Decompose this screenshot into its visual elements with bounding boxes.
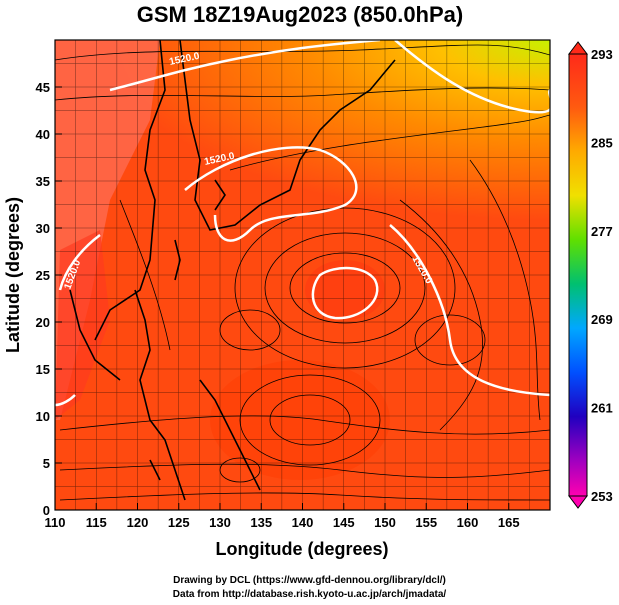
footer-drawing-credit: Drawing by DCL (https://www.gfd-dennou.o… xyxy=(173,575,446,586)
colorbar-tick-labels: 293 285 277 269 261 253 xyxy=(591,47,613,504)
x-tick-label: 145 xyxy=(333,515,355,530)
colorbar-tick-label: 277 xyxy=(591,224,613,239)
colorbar-top-arrow xyxy=(568,41,588,55)
grid-lines xyxy=(55,40,550,510)
x-tick-label: 110 xyxy=(45,515,66,530)
x-tick-label: 165 xyxy=(498,515,520,530)
y-tick-label: 20 xyxy=(36,315,50,330)
y-tick-label: 30 xyxy=(36,221,50,236)
x-axis-label: Longitude (degrees) xyxy=(215,539,388,559)
y-tick-label: 5 xyxy=(43,456,50,471)
streamlines xyxy=(55,44,550,501)
y-tick-label: 45 xyxy=(36,80,50,95)
x-tick-label: 120 xyxy=(127,515,149,530)
colorbar-tick-label: 269 xyxy=(591,312,613,327)
x-tick-label: 115 xyxy=(86,515,107,530)
y-tick-label: 35 xyxy=(36,174,50,189)
footer-data-source: Data from http://database.rish.kyoto-u.a… xyxy=(172,589,447,600)
x-tick-label: 135 xyxy=(250,515,272,530)
colorbar-bottom-arrow xyxy=(568,495,588,509)
y-tick-label: 40 xyxy=(36,127,50,142)
y-tick-label: 25 xyxy=(36,268,50,283)
x-tick-labels: 110 115 120 125 130 135 140 145 150 155 160 165 xyxy=(45,503,520,530)
x-tick-label: 130 xyxy=(209,515,231,530)
map-title: GSM 18Z19Aug2023 (850.0hPa) xyxy=(136,2,464,27)
y-tick-label: 10 xyxy=(36,409,50,424)
colorbar-tick-label: 261 xyxy=(591,401,613,416)
colorbar-tick-label: 253 xyxy=(591,489,613,504)
x-tick-label: 140 xyxy=(292,515,314,530)
colorbar-tick-label: 293 xyxy=(591,47,613,62)
y-axis-label: Latitude (degrees) xyxy=(3,197,23,353)
colorbar-scale xyxy=(568,53,588,497)
y-tick-labels: 0 5 10 15 20 25 30 35 40 45 xyxy=(36,80,62,518)
coastlines xyxy=(69,40,396,501)
colorbar: 293 285 277 269 261 253 xyxy=(568,41,613,509)
colorbar-tick-label: 285 xyxy=(591,135,613,150)
y-tick-label: 0 xyxy=(43,503,50,518)
x-tick-label: 125 xyxy=(168,515,190,530)
x-tick-label: 160 xyxy=(457,515,479,530)
x-tick-label: 155 xyxy=(415,515,437,530)
height-contours xyxy=(55,40,550,407)
x-tick-label: 150 xyxy=(374,515,396,530)
y-tick-label: 15 xyxy=(36,362,50,377)
